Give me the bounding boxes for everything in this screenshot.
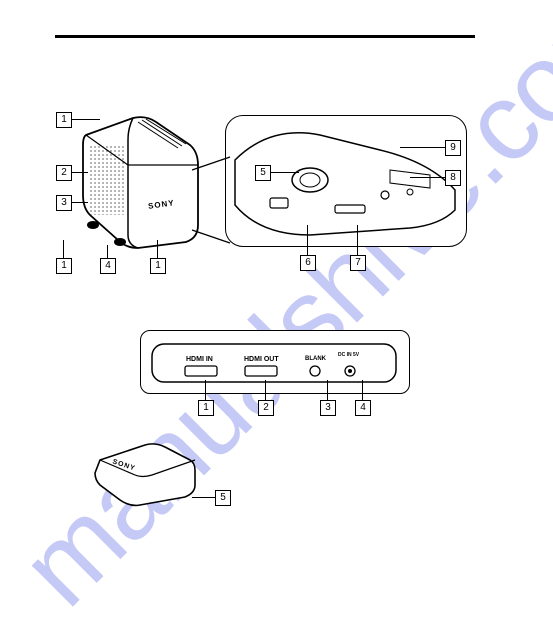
lead bbox=[265, 380, 266, 400]
label-dc: DC IN 5V bbox=[338, 352, 359, 358]
accessory-unit bbox=[90, 435, 200, 507]
lead bbox=[107, 245, 108, 258]
callout-f2-1: 1 bbox=[198, 400, 214, 416]
projector-body bbox=[78, 110, 203, 250]
callout-f2-3: 3 bbox=[320, 400, 336, 416]
label-hdmi-out: HDMI OUT bbox=[244, 356, 279, 363]
lead bbox=[357, 225, 358, 255]
callout-6: 6 bbox=[300, 255, 316, 271]
callout-8: 8 bbox=[445, 170, 461, 186]
lead bbox=[70, 119, 100, 120]
header-rule bbox=[55, 35, 475, 38]
callout-1a: 1 bbox=[56, 112, 72, 128]
label-hdmi-in: HDMI IN bbox=[186, 356, 213, 363]
callout-2: 2 bbox=[56, 165, 72, 181]
callout-7: 7 bbox=[350, 255, 366, 271]
callout-5: 5 bbox=[255, 165, 271, 181]
callout-3: 3 bbox=[56, 195, 72, 211]
lead bbox=[307, 225, 308, 255]
callout-f2-4: 4 bbox=[355, 400, 371, 416]
watermark-text: manualshive.com bbox=[0, 0, 553, 630]
lead bbox=[157, 240, 158, 258]
lead bbox=[362, 380, 363, 400]
lead bbox=[63, 240, 64, 258]
lead bbox=[269, 172, 299, 173]
callout-1b: 1 bbox=[56, 258, 72, 274]
lead bbox=[192, 497, 215, 498]
label-blank: BLANK bbox=[305, 356, 326, 362]
callout-4: 4 bbox=[100, 258, 116, 274]
lead bbox=[410, 177, 445, 178]
callout-f2-5: 5 bbox=[215, 490, 231, 506]
callout-9: 9 bbox=[445, 140, 461, 156]
lead bbox=[327, 380, 328, 400]
lead bbox=[205, 380, 206, 400]
lead bbox=[400, 147, 445, 148]
lead bbox=[70, 172, 88, 173]
zoom-connector bbox=[190, 155, 235, 245]
callout-f2-2: 2 bbox=[258, 400, 274, 416]
lead bbox=[70, 202, 88, 203]
callout-1c: 1 bbox=[150, 258, 166, 274]
